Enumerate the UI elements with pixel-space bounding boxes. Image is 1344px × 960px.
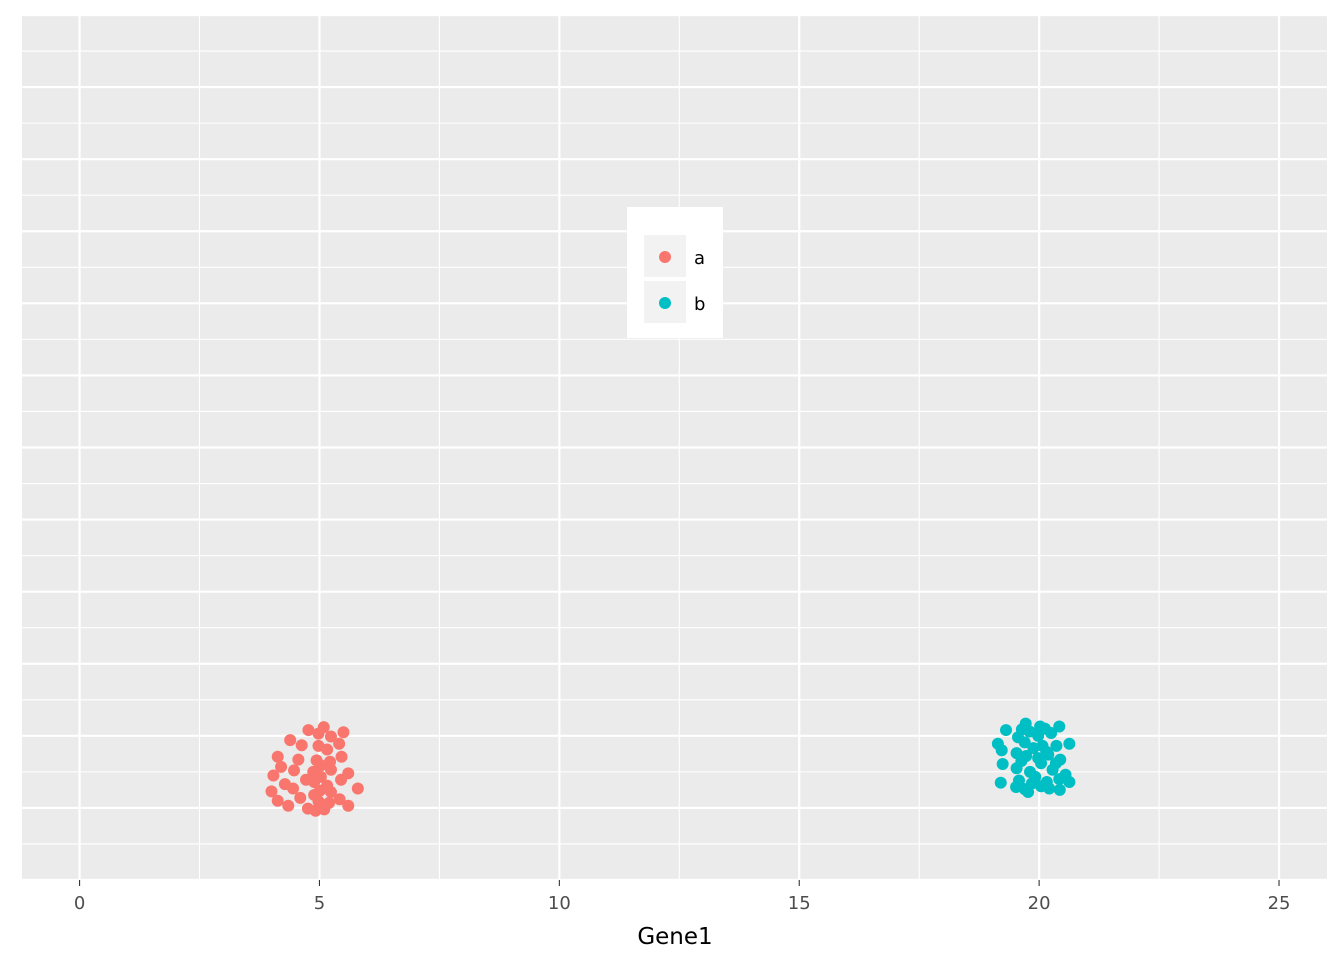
- x-tick-label: 15: [788, 893, 811, 914]
- data-point-b: [1032, 729, 1045, 742]
- data-point-a: [335, 773, 348, 786]
- data-point-a: [275, 760, 288, 773]
- data-point-a: [265, 785, 278, 798]
- legend-label-a: a: [694, 248, 705, 269]
- x-axis-title: Gene1: [637, 924, 712, 950]
- data-point-a: [267, 769, 280, 782]
- data-point-b: [1022, 786, 1035, 799]
- data-point-a: [324, 763, 337, 776]
- data-point-a: [271, 750, 284, 763]
- x-tick-label: 5: [314, 893, 325, 914]
- data-point-b: [1063, 737, 1076, 750]
- data-point-a: [337, 726, 350, 739]
- data-point-a: [284, 734, 297, 747]
- legend: ab: [627, 207, 723, 338]
- data-point-b: [1027, 742, 1040, 755]
- data-point-b: [1050, 739, 1063, 752]
- data-point-a: [294, 791, 307, 804]
- data-point-b: [1053, 773, 1066, 786]
- data-point-b: [1000, 724, 1013, 737]
- x-tick-label: 25: [1268, 893, 1291, 914]
- x-axis-tick-labels: 0 5 10 15 20 25: [74, 893, 1291, 914]
- data-point-b: [1063, 775, 1076, 788]
- x-tick-label: 20: [1028, 893, 1051, 914]
- data-point-a: [351, 782, 364, 795]
- data-point-b: [1035, 757, 1048, 770]
- data-point-a: [295, 739, 308, 752]
- data-points: [265, 717, 1076, 817]
- legend-marker-b: [659, 297, 671, 309]
- data-point-b: [1010, 762, 1023, 775]
- data-point-b: [1042, 748, 1055, 761]
- data-point-a: [287, 782, 300, 795]
- x-axis-ticks: [79, 880, 1280, 886]
- data-point-b: [1045, 726, 1058, 739]
- legend-label-b: b: [694, 294, 705, 315]
- data-point-b: [994, 776, 1007, 789]
- data-point-a: [335, 750, 348, 763]
- data-point-a: [324, 730, 337, 743]
- data-point-a: [271, 794, 284, 807]
- major-gridlines-y: [22, 13, 1327, 882]
- data-point-a: [292, 753, 305, 766]
- data-point-b: [1053, 783, 1066, 796]
- data-point-a: [302, 724, 315, 737]
- data-point-b: [996, 757, 1009, 770]
- data-point-a: [324, 786, 337, 799]
- data-point-a: [308, 775, 321, 788]
- legend-marker-a: [659, 251, 671, 263]
- data-point-b: [1053, 720, 1066, 733]
- data-point-b: [1018, 736, 1031, 749]
- data-point-a: [282, 799, 295, 812]
- data-point-a: [333, 793, 346, 806]
- x-tick-label: 10: [548, 893, 571, 914]
- data-point-b: [1043, 782, 1056, 795]
- data-point-b: [1046, 763, 1059, 776]
- data-point-a: [288, 764, 301, 777]
- data-point-a: [342, 799, 355, 812]
- x-tick-label: 0: [74, 893, 85, 914]
- data-point-b: [995, 744, 1008, 757]
- data-point-a: [321, 743, 334, 756]
- data-point-a: [333, 737, 346, 750]
- data-point-a: [309, 804, 322, 817]
- data-point-a: [312, 727, 325, 740]
